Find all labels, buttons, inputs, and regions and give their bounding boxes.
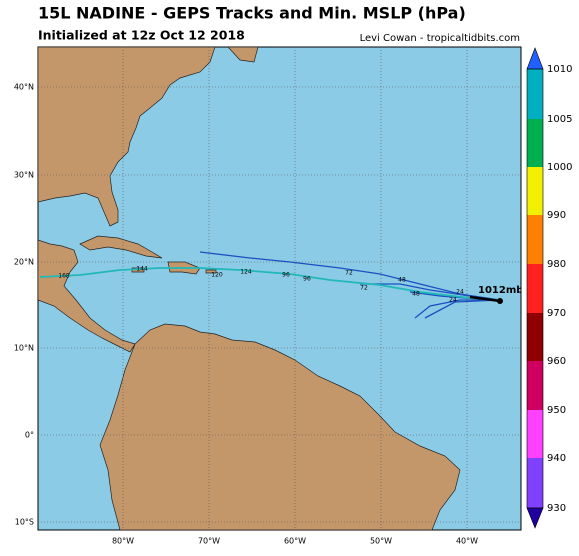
track-label: 48 [398, 277, 406, 284]
track-label: 120 [211, 272, 223, 279]
track-label: 24 [449, 297, 457, 304]
track-label: 96 [282, 272, 290, 279]
colorbar-label: 960 [547, 356, 566, 367]
colorbar-segment [527, 215, 543, 264]
axis-labels: 80°W 70°W 60°W 50°W 40°W 40°N 30°N 20°N 10°N 0° 10… [14, 83, 478, 546]
track-label: 24 [456, 289, 464, 296]
colorbar-label: 940 [547, 453, 566, 464]
lon-label: 80°W [112, 537, 134, 546]
colorbar-segment [527, 361, 543, 410]
cuba [79, 235, 163, 259]
colorbar-segment [527, 119, 543, 167]
central-america [38, 239, 136, 353]
lat-label: 10°N [14, 344, 34, 353]
track-label: 96 [303, 276, 311, 283]
subtitle: Initialized at 12z Oct 12 2018 [38, 28, 245, 43]
colorbar-label: 950 [547, 405, 566, 416]
colorbar-top [526, 47, 544, 70]
lon-label: 60°W [284, 537, 306, 546]
lat-label: 40°N [14, 83, 34, 92]
track-label: 144 [136, 266, 148, 273]
credit: Levi Cowan - tropicaltidbits.com [360, 33, 520, 44]
current-label: 1012mb [478, 285, 523, 296]
colorbar-label: 980 [547, 259, 566, 270]
lat-label: 30°N [14, 171, 34, 180]
south-america [99, 323, 461, 530]
lat-label: 0° [25, 431, 34, 440]
colorbar-label: 1010 [547, 64, 572, 75]
colorbar-label: 990 [547, 210, 566, 221]
colorbar-label: 1000 [547, 162, 572, 173]
colorbar-segment [527, 410, 543, 458]
track-label: 124 [240, 269, 252, 276]
colorbar-segment [527, 167, 543, 215]
lon-label: 40°W [456, 537, 478, 546]
north-america [38, 47, 216, 227]
colorbar-segment [527, 264, 543, 313]
title: 15L NADINE - GEPS Tracks and Min. MSLP (… [38, 4, 466, 23]
track-label: 72 [345, 270, 353, 277]
lat-label: 20°N [14, 258, 34, 267]
newfoundland [227, 47, 259, 63]
track-label: 48 [412, 291, 420, 298]
lon-label: 50°W [370, 537, 392, 546]
colorbar: 1010 1005 1000 990 980 970 960 950 940 930 [526, 47, 572, 529]
track-label: 168 [58, 273, 70, 280]
colorbar-segment [527, 458, 543, 508]
colorbar-segment [527, 313, 543, 361]
colorbar-segment [527, 69, 543, 119]
colorbar-frame [526, 68, 544, 509]
track-label: 72 [360, 285, 368, 292]
colorbar-bottom [526, 507, 544, 529]
lon-label: 70°W [198, 537, 220, 546]
colorbar-label: 1005 [547, 114, 572, 125]
puerto-rico [205, 269, 217, 274]
lat-label: 10°S [15, 518, 34, 527]
tracks [39, 251, 503, 319]
colorbar-label: 970 [547, 308, 566, 319]
current-position [497, 298, 503, 304]
colorbar-label: 930 [547, 503, 566, 514]
